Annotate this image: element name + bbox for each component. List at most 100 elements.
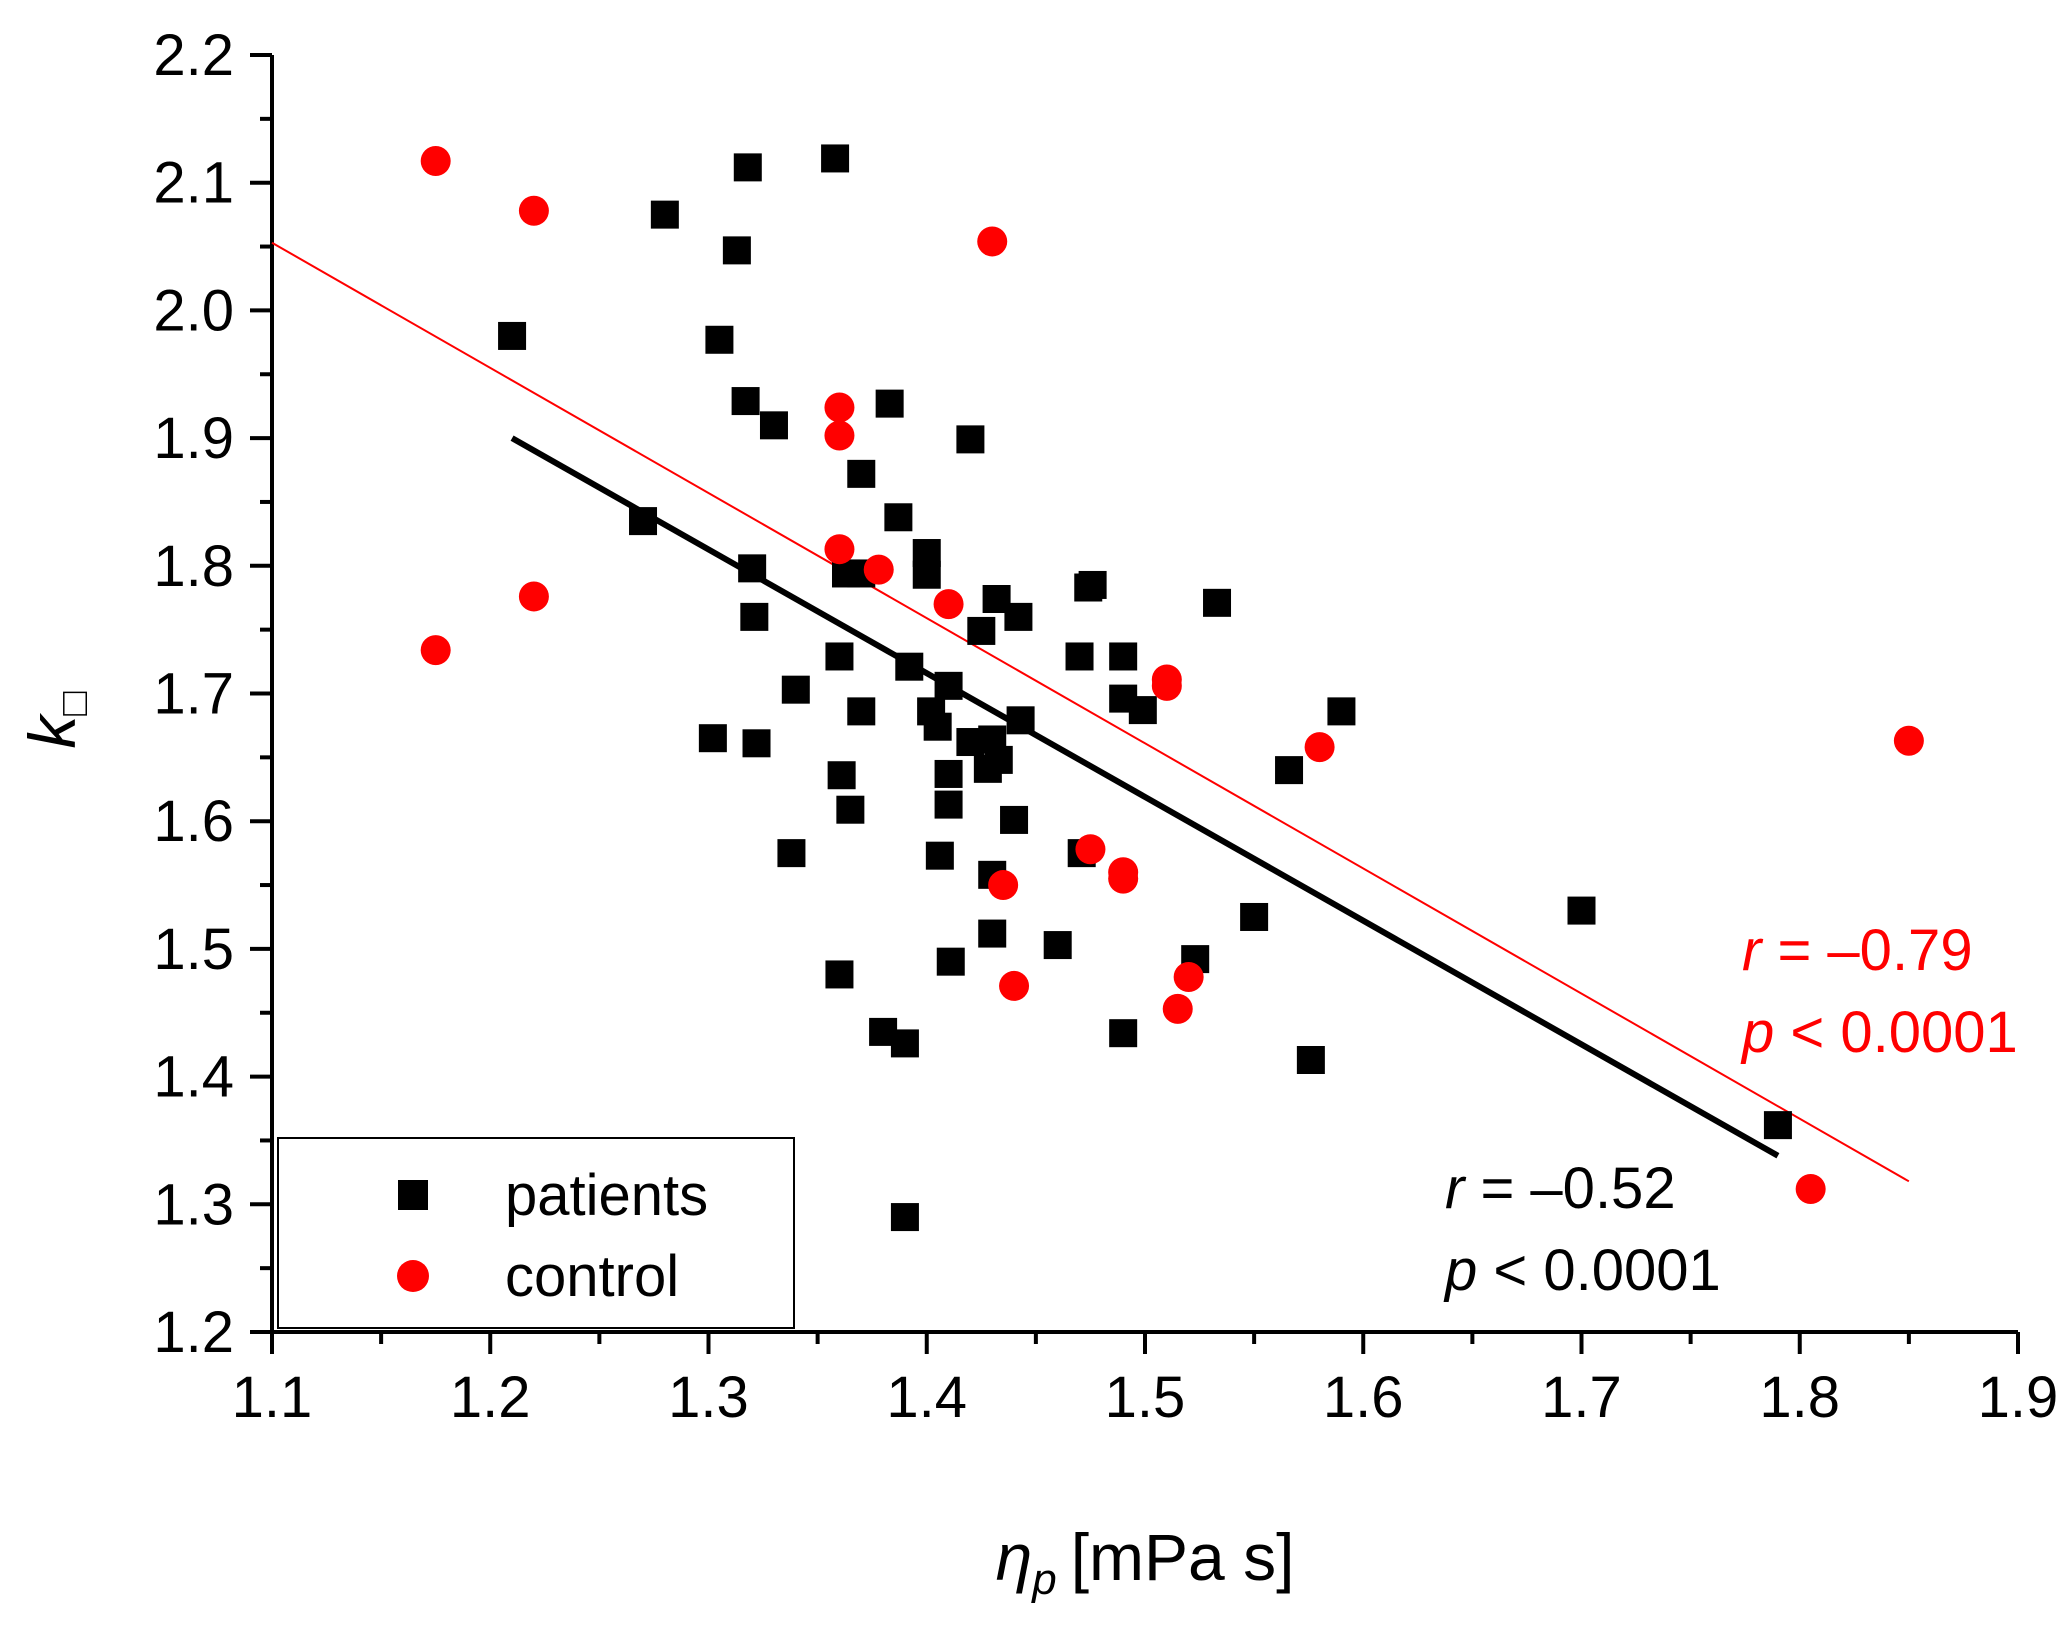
patients-point (925, 841, 954, 870)
patients-point (1006, 706, 1035, 735)
patients-point (1065, 642, 1094, 671)
y-tick-label: 2.2 (153, 23, 234, 88)
control-point (999, 970, 1030, 1001)
patients-point (733, 153, 762, 182)
legend: patients control (277, 1137, 795, 1329)
control-point (933, 589, 964, 620)
x-axis-subscript: p (1030, 1555, 1056, 1604)
patients-point (934, 671, 963, 700)
patients-point (698, 724, 727, 753)
control-stats: r = –0.79 p < 0.0001 (1740, 918, 2018, 1065)
patients-point (731, 387, 760, 416)
y-tick-label: 1.6 (153, 789, 234, 854)
patients-r-text: r = –0.52 (1445, 1156, 1676, 1221)
patients-point (890, 1203, 919, 1232)
patients-point (923, 712, 952, 741)
patients-point (934, 790, 963, 819)
patients-point (781, 675, 810, 704)
y-axis-symbol: k (15, 713, 89, 749)
patients-point (934, 759, 963, 788)
x-axis-unit: [mPa s] (1071, 1520, 1295, 1594)
patients-point (847, 697, 876, 726)
patients-point (895, 652, 924, 681)
patients-point (722, 236, 751, 265)
patients-point (1327, 697, 1356, 726)
patients-point (821, 144, 850, 173)
control-point (1108, 863, 1139, 894)
patients-point (777, 839, 806, 868)
control-point (518, 195, 549, 226)
y-axis-subscript: □ (52, 691, 96, 715)
x-tick-label: 1.9 (1978, 1365, 2059, 1430)
patients-point (836, 795, 865, 824)
x-ticks: 1.1 1.2 1.3 1.4 1.5 1.6 1.7 1.8 1.9 (232, 1332, 2059, 1430)
control-p-text: p < 0.0001 (1740, 1000, 2018, 1065)
patients-point (956, 425, 985, 454)
control-point (518, 581, 549, 612)
patients-point (742, 729, 771, 758)
patients-point (890, 1029, 919, 1058)
x-tick-label: 1.8 (1759, 1365, 1840, 1430)
patients-point (705, 325, 734, 354)
x-tick-label: 1.6 (1323, 1365, 1404, 1430)
patients-point (1004, 602, 1033, 631)
y-ticks: 1.2 1.3 1.4 1.5 1.6 1.7 1.8 1.9 2.0 2.1 2.2 (153, 23, 272, 1365)
control-point (1075, 834, 1106, 865)
control-point (824, 420, 855, 451)
patients-point (1763, 1111, 1792, 1140)
patients-point (740, 602, 769, 631)
control-point (824, 534, 855, 565)
y-tick-label: 1.7 (153, 662, 234, 727)
control-point (1151, 670, 1182, 701)
patients-point (978, 919, 1007, 948)
patients-point (1567, 896, 1596, 925)
control-point (1795, 1173, 1826, 1204)
patients-stats: r = –0.52 p < 0.0001 (1443, 1156, 1721, 1303)
data-points (420, 144, 1924, 1232)
patients-point (827, 761, 856, 790)
patients-point (967, 616, 996, 645)
patients-point (1078, 570, 1107, 599)
x-tick-label: 1.3 (668, 1365, 749, 1430)
y-tick-label: 2.1 (153, 151, 234, 216)
legend-control-label: control (505, 1244, 679, 1309)
patients-point (1296, 1045, 1325, 1074)
patients-point (1109, 1019, 1138, 1048)
control-point (824, 392, 855, 423)
y-tick-label: 2.0 (153, 278, 234, 343)
patients-point (1043, 931, 1072, 960)
legend-control-marker (397, 1260, 429, 1292)
patients-point (1203, 588, 1232, 617)
x-tick-label: 1.2 (450, 1365, 531, 1430)
patients-point (912, 560, 941, 589)
x-axis-symbol: η (996, 1520, 1033, 1594)
y-tick-label: 1.4 (153, 1045, 234, 1110)
patients-point (984, 745, 1013, 774)
control-point (1304, 732, 1335, 763)
y-tick-label: 1.9 (153, 406, 234, 471)
patients-point (759, 411, 788, 440)
y-tick-label: 1.3 (153, 1172, 234, 1237)
x-tick-label: 1.5 (1105, 1365, 1186, 1430)
legend-patients-label: patients (505, 1163, 708, 1228)
y-axis-title: k□ (15, 691, 96, 748)
legend-box (277, 1137, 795, 1329)
control-point (977, 226, 1008, 257)
y-tick-label: 1.8 (153, 534, 234, 599)
fit-lines (271, 241, 1910, 1183)
control-point (420, 145, 451, 176)
control-r-text: r = –0.79 (1742, 918, 1973, 983)
x-axis-title: ηp [mPa s] (996, 1520, 1295, 1604)
patients-point (1240, 902, 1269, 931)
legend-patients-marker (398, 1180, 428, 1210)
control-fit-line (271, 241, 1910, 1183)
x-tick-label: 1.4 (886, 1365, 967, 1430)
control-point (988, 870, 1019, 901)
patients-fit-line (510, 435, 1780, 1159)
patients-point (738, 554, 767, 583)
patients-point (936, 947, 965, 976)
patients-point (825, 960, 854, 989)
patients-point (825, 642, 854, 671)
control-point (1173, 961, 1204, 992)
